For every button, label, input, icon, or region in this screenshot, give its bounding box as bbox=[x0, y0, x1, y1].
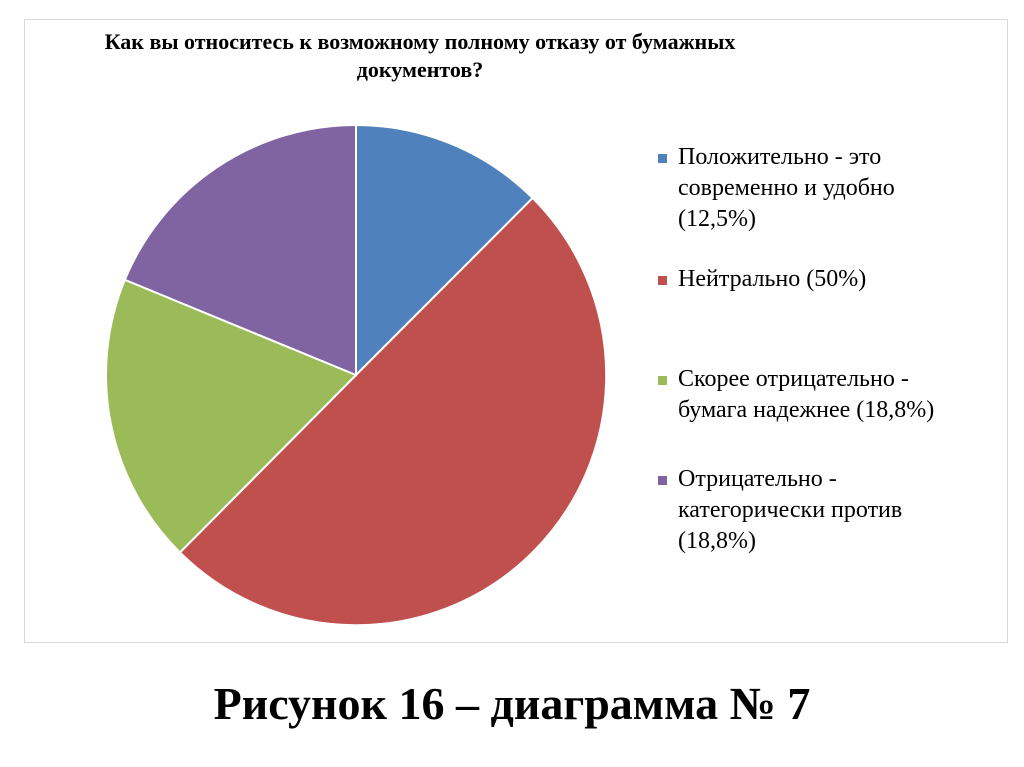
legend-item-negative: Отрицательно - категорически против (18,… bbox=[658, 464, 978, 557]
legend-swatch-neutral bbox=[658, 276, 667, 285]
legend-item-positive: Положительно - это современно и удобно (… bbox=[658, 142, 978, 235]
legend-label-negative: Отрицательно - категорически против (18,… bbox=[678, 466, 903, 554]
legend-label-positive: Положительно - это современно и удобно (… bbox=[678, 144, 895, 232]
legend-swatch-negative bbox=[658, 476, 667, 485]
legend-label-rather-negative: Скорее отрицательно - бумага надежнее (1… bbox=[678, 366, 935, 423]
pie-chart bbox=[105, 123, 608, 627]
chart-title: Как вы относитесь к возможному полному о… bbox=[104, 29, 736, 82]
pie-slice-neutral bbox=[178, 196, 608, 627]
legend-swatch-positive bbox=[658, 154, 667, 163]
legend-item-neutral: Нейтрально (50%) bbox=[658, 264, 978, 295]
figure-caption: Рисунок 16 – диаграмма № 7 bbox=[213, 678, 811, 729]
legend-swatch-rather-negative bbox=[658, 376, 667, 385]
pie-slice-rather-negative bbox=[105, 278, 358, 554]
pie-slice-positive bbox=[355, 123, 535, 378]
legend-label-neutral: Нейтрально (50%) bbox=[678, 266, 867, 292]
legend-item-rather-negative: Скорее отрицательно - бумага надежнее (1… bbox=[658, 364, 978, 426]
pie-slice-negative bbox=[123, 123, 357, 377]
